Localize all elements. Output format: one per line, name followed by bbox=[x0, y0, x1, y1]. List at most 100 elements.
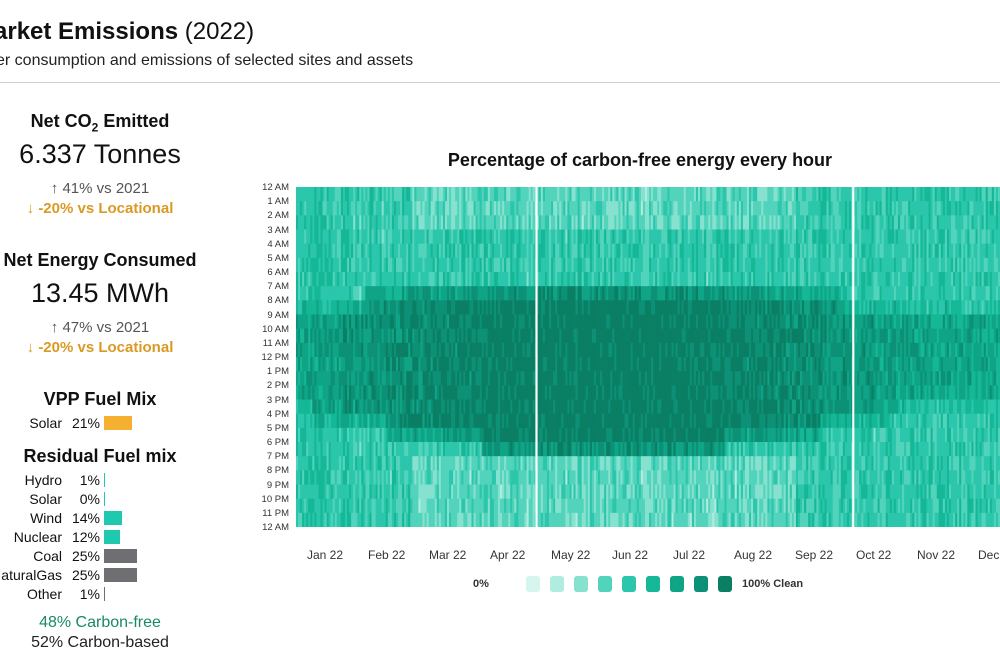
heatmap-cell bbox=[689, 371, 693, 386]
heatmap-cell bbox=[481, 187, 485, 202]
heatmap-cell bbox=[412, 413, 415, 429]
heatmap-cell bbox=[602, 272, 605, 287]
heatmap-cell bbox=[365, 215, 368, 230]
heatmap-cell bbox=[706, 470, 709, 485]
heatmap-cell bbox=[347, 413, 350, 429]
heatmap-cell bbox=[642, 342, 646, 358]
heatmap-cell bbox=[357, 371, 360, 386]
heatmap-cell bbox=[622, 399, 625, 415]
heatmap-cell bbox=[706, 484, 709, 500]
heatmap-cell bbox=[542, 413, 546, 429]
heatmap-cell bbox=[381, 357, 385, 372]
heatmap-cell bbox=[542, 385, 546, 400]
heatmap-cell bbox=[381, 215, 385, 230]
heatmap-cell bbox=[391, 427, 395, 443]
heatmap-cell bbox=[520, 427, 523, 443]
heatmap-cell bbox=[644, 442, 648, 457]
heatmap-cell bbox=[340, 470, 344, 485]
heatmap-cell bbox=[334, 257, 338, 273]
heatmap-cell bbox=[665, 342, 668, 358]
heatmap-cell bbox=[326, 399, 329, 415]
heatmap-cell bbox=[565, 385, 568, 400]
heatmap-cell bbox=[336, 385, 340, 400]
heatmap-cell bbox=[708, 328, 711, 344]
heatmap-cell bbox=[465, 399, 468, 415]
heatmap-cell bbox=[532, 215, 536, 230]
heatmap-cell bbox=[712, 328, 715, 344]
heatmap-cell bbox=[473, 215, 476, 230]
heatmap-cell bbox=[649, 371, 652, 386]
heatmap-cell bbox=[616, 257, 619, 273]
heatmap-cell bbox=[502, 498, 505, 514]
heatmap-cell bbox=[483, 427, 487, 443]
heatmap-cell bbox=[344, 427, 348, 443]
heatmap-cell bbox=[567, 442, 570, 457]
heatmap-cell bbox=[516, 484, 519, 500]
heatmap-cell bbox=[332, 342, 336, 358]
heatmap-cell bbox=[412, 328, 415, 344]
heatmap-cell bbox=[357, 257, 360, 273]
heatmap-cell bbox=[630, 484, 634, 500]
heatmap-cell bbox=[542, 229, 546, 245]
heatmap-cell bbox=[400, 427, 403, 443]
heatmap-cell bbox=[424, 272, 427, 287]
heatmap-cell bbox=[665, 243, 668, 259]
heatmap-cell bbox=[461, 371, 464, 386]
heatmap-cell bbox=[614, 413, 617, 429]
heatmap-cell bbox=[659, 187, 662, 202]
heatmap-cell bbox=[355, 357, 358, 372]
heatmap-cell bbox=[661, 342, 664, 358]
heatmap-cell bbox=[381, 498, 385, 514]
heatmap-cell bbox=[673, 342, 676, 358]
heatmap-cell bbox=[604, 371, 607, 386]
heatmap-cell bbox=[426, 498, 429, 514]
heatmap-cell bbox=[296, 427, 299, 443]
heatmap-cell bbox=[455, 399, 458, 415]
heatmap-cell bbox=[563, 484, 566, 500]
heatmap-cell bbox=[502, 201, 505, 216]
heatmap-cell bbox=[683, 371, 687, 386]
heatmap-cell bbox=[318, 399, 321, 415]
heatmap-cell bbox=[420, 300, 423, 315]
heatmap-cell bbox=[410, 300, 413, 315]
heatmap-cell bbox=[330, 342, 334, 358]
heatmap-cell bbox=[440, 427, 444, 443]
heatmap-cell bbox=[587, 357, 591, 372]
heatmap-cell bbox=[704, 470, 707, 485]
heatmap-cell bbox=[591, 300, 595, 315]
heatmap-cell bbox=[685, 512, 689, 527]
heatmap-cell bbox=[383, 512, 387, 527]
heatmap-cell bbox=[498, 399, 501, 415]
heatmap-cell bbox=[589, 399, 593, 415]
heatmap-cell bbox=[381, 229, 385, 245]
fuel-percent: 25% bbox=[71, 548, 100, 564]
heatmap-cell bbox=[528, 342, 532, 358]
heatmap-cell bbox=[585, 272, 589, 287]
heatmap-cell bbox=[626, 215, 629, 230]
heatmap-cell bbox=[444, 257, 448, 273]
heatmap-cell bbox=[677, 484, 680, 500]
heatmap-cell bbox=[428, 427, 432, 443]
heatmap-cell bbox=[395, 371, 399, 386]
heatmap-cell bbox=[314, 484, 317, 500]
heatmap-cell bbox=[628, 342, 631, 358]
heatmap-cell bbox=[361, 187, 364, 202]
heatmap-cell bbox=[304, 286, 307, 301]
heatmap-cell bbox=[361, 385, 364, 400]
heatmap-cell bbox=[502, 385, 505, 400]
heatmap-cell bbox=[551, 413, 554, 429]
heatmap-cell bbox=[559, 484, 562, 500]
heatmap-cell bbox=[506, 201, 509, 216]
heatmap-cell bbox=[371, 470, 374, 485]
heatmap-cell bbox=[442, 314, 446, 330]
heatmap-cell bbox=[418, 201, 421, 216]
heatmap-cell bbox=[608, 399, 611, 415]
heatmap-cell bbox=[665, 187, 668, 202]
heatmap-cell bbox=[410, 243, 413, 259]
heatmap-cell bbox=[298, 300, 301, 315]
heatmap-cell bbox=[504, 456, 507, 471]
heatmap-cell bbox=[434, 272, 438, 287]
heatmap-cell bbox=[428, 385, 432, 400]
heatmap-cell bbox=[524, 512, 527, 527]
heatmap-cell bbox=[314, 272, 317, 287]
